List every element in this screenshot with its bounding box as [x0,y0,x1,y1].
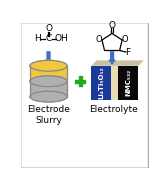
Bar [79,76,82,86]
FancyArrow shape [108,51,116,65]
Ellipse shape [30,91,67,102]
Text: O: O [122,36,128,44]
Text: Electrolyte: Electrolyte [89,105,138,114]
Bar [75,80,85,83]
Text: H: H [34,34,41,43]
Text: F: F [126,48,131,57]
Text: NMC₅₃₂: NMC₅₃₂ [125,69,131,96]
FancyArrow shape [45,51,52,65]
Polygon shape [91,60,144,66]
Text: Electrode
Slurry: Electrode Slurry [27,105,70,125]
Ellipse shape [30,60,67,71]
Ellipse shape [30,76,67,87]
Text: O: O [45,24,52,33]
Bar [111,66,117,100]
Text: O: O [96,36,103,44]
Text: C: C [45,34,52,43]
Bar [91,66,111,100]
Text: Li₄Ti₅O₁₂: Li₄Ti₅O₁₂ [98,66,104,99]
Bar [30,66,67,97]
Text: O: O [109,21,116,30]
Bar [117,66,138,100]
Text: OH: OH [54,34,68,43]
FancyBboxPatch shape [21,23,148,168]
Bar [30,81,67,97]
